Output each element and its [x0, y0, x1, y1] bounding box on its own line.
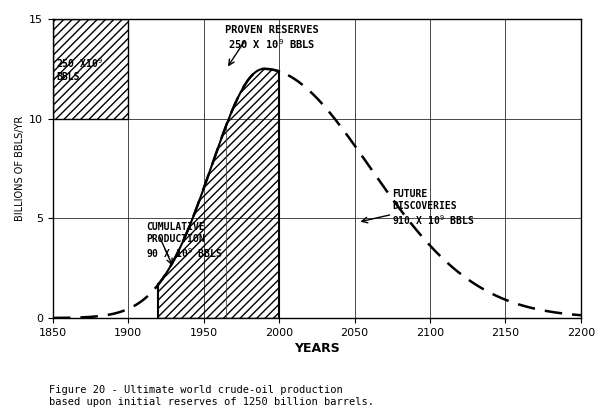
Text: FUTURE
DISCOVERIES
910 X 10$^9$ BBLS: FUTURE DISCOVERIES 910 X 10$^9$ BBLS	[392, 189, 475, 227]
Text: CUMULATIVE
PRODUCTION
90 X 10$^9$ BBLS: CUMULATIVE PRODUCTION 90 X 10$^9$ BBLS	[146, 222, 223, 260]
Text: Figure 20 - Ultimate world crude-oil production
based upon initial reserves of 1: Figure 20 - Ultimate world crude-oil pro…	[49, 385, 374, 407]
Bar	[53, 19, 128, 119]
Text: PROVEN RESERVES
250 X 10$^9$ BBLS: PROVEN RESERVES 250 X 10$^9$ BBLS	[224, 25, 318, 51]
X-axis label: YEARS: YEARS	[294, 342, 340, 355]
Y-axis label: BILLIONS OF BBLS/YR: BILLIONS OF BBLS/YR	[15, 116, 25, 221]
Text: 250 X10$^9$
BBLS: 250 X10$^9$ BBLS	[56, 56, 103, 81]
